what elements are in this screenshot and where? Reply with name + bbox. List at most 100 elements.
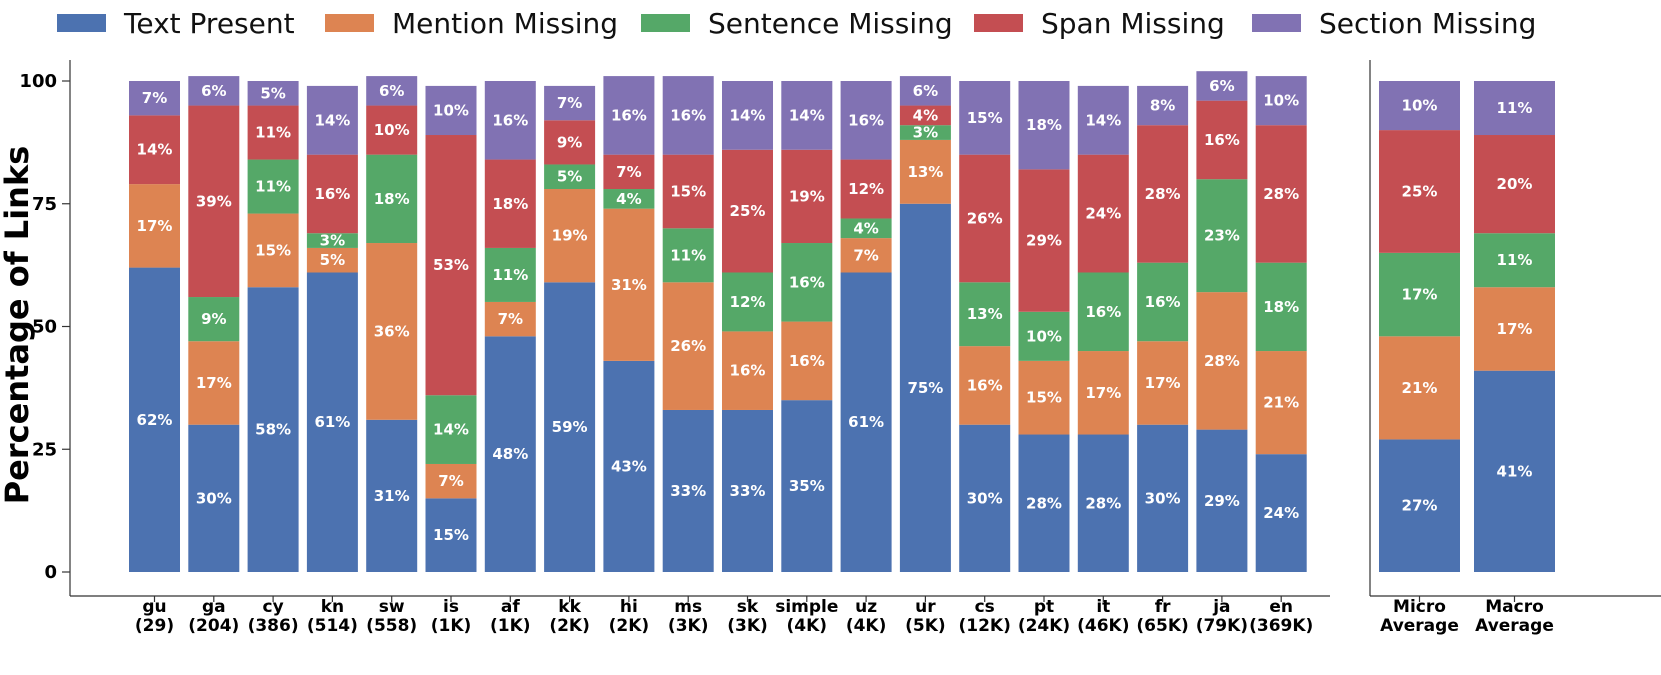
data-label: 21%	[1263, 394, 1299, 412]
x-tick-label: sw	[379, 597, 405, 617]
data-label: 17%	[1402, 286, 1438, 304]
data-label: 8%	[1150, 97, 1175, 115]
x-tick-label: ga	[202, 597, 226, 617]
bar-segment-section-missing	[484, 81, 536, 160]
bar-af: 48% 7% 11% 18% 16%	[484, 81, 536, 572]
bar-is: 15% 7% 14% 53% 10%	[425, 85, 477, 572]
bar-segment-text-present	[1255, 454, 1307, 572]
bar-segment-span-missing	[840, 159, 892, 219]
bar-segment-mention-missing	[899, 139, 951, 204]
x-tick-label: Macro	[1485, 597, 1544, 617]
bar-segment-text-present	[662, 409, 714, 572]
bar-segment-text-present	[425, 498, 477, 572]
data-label: 11%	[255, 124, 291, 142]
legend: Text Present Mention Missing Sentence Miss…	[57, 7, 1536, 40]
bar-segment-section-missing	[129, 81, 180, 116]
data-label: 48%	[492, 445, 528, 463]
x-tick-sublabel: Average	[1380, 616, 1459, 636]
x-tick-label: is	[443, 597, 459, 617]
data-label: 5%	[260, 84, 285, 102]
bar-cs: 30% 16% 13% 26% 15%	[959, 81, 1011, 572]
bar-cy: 58% 15% 11% 11% 5%	[247, 81, 299, 572]
y-tick-label: 25	[32, 439, 57, 460]
data-label: 28%	[1145, 185, 1181, 203]
bar-segment-section-missing	[840, 81, 892, 160]
data-label: 61%	[848, 413, 884, 431]
data-label: 17%	[1085, 384, 1121, 402]
bar-segment-section-missing	[188, 76, 240, 106]
bar-macro: 41% 17% 11% 20% 11%	[1474, 81, 1555, 572]
x-tick-label: cs	[975, 597, 995, 617]
bar-segment-text-present	[781, 400, 833, 572]
x-tick-sublabel: (4K)	[846, 616, 887, 636]
x-tick-sublabel: Average	[1475, 616, 1554, 636]
data-label: 3%	[913, 124, 938, 142]
data-label: 14%	[730, 106, 766, 124]
bar-ja: 29% 28% 23% 16% 6%	[1196, 71, 1248, 572]
bar-micro: 27% 21% 17% 25% 10%	[1379, 81, 1460, 572]
bar-segment-span-missing	[366, 105, 418, 155]
data-label: 10%	[1402, 97, 1438, 115]
data-label: 23%	[1204, 227, 1240, 245]
bar-segment-mention-missing	[1018, 360, 1070, 435]
data-label: 28%	[1204, 352, 1240, 370]
bar-segment-mention-missing	[603, 208, 655, 361]
data-label: 61%	[314, 413, 350, 431]
legend-swatch	[641, 14, 690, 32]
data-label: 9%	[201, 310, 226, 328]
bar-segment-span-missing	[425, 135, 477, 396]
data-label: 39%	[196, 192, 232, 210]
bar-segment-section-missing	[1077, 85, 1129, 155]
x-tick-sublabel: (558)	[366, 616, 417, 636]
data-label: 43%	[611, 457, 647, 475]
legend-swatch	[1252, 14, 1301, 32]
data-label: 30%	[967, 489, 1003, 507]
data-label: 6%	[201, 82, 226, 100]
bar-segment-span-missing	[899, 105, 951, 126]
bar-segment-span-missing	[1018, 169, 1070, 312]
bar-segment-span-missing	[484, 159, 536, 248]
bar-segment-sentence-missing	[899, 125, 951, 140]
bar-segment-mention-missing	[1137, 341, 1189, 425]
data-label: 12%	[730, 293, 766, 311]
bar-segment-sentence-missing	[1137, 262, 1189, 342]
bar-segment-text-present	[306, 272, 358, 572]
bar-segment-text-present	[959, 424, 1011, 572]
bar-segment-section-missing	[1196, 71, 1248, 101]
y-axis-label: Percentage of Links	[0, 146, 36, 505]
bar-ga: 30% 17% 9% 39% 6%	[188, 76, 240, 572]
data-label: 16%	[848, 111, 884, 129]
data-label: 16%	[611, 106, 647, 124]
bar-segment-span-missing	[662, 154, 714, 229]
bar-segment-section-missing	[603, 76, 655, 155]
bar-segment-span-missing	[1077, 154, 1129, 273]
bar-pt: 28% 15% 10% 29% 18%	[1018, 81, 1070, 572]
bar-segment-mention-missing	[129, 184, 180, 268]
bar-segment-sentence-missing	[781, 243, 833, 322]
bar-segment-mention-missing	[662, 282, 714, 410]
bar-segment-section-missing	[781, 81, 833, 150]
data-label: 24%	[1085, 205, 1121, 223]
data-label: 6%	[1209, 77, 1234, 95]
bar-segment-section-missing	[899, 76, 951, 106]
bar-segment-sentence-missing	[1379, 252, 1460, 337]
data-label: 28%	[1263, 185, 1299, 203]
bar-segment-text-present	[1077, 434, 1129, 572]
bar-segment-mention-missing	[959, 346, 1011, 425]
data-label: 4%	[853, 219, 878, 237]
data-label: 15%	[967, 109, 1003, 127]
x-tick-sublabel: (5K)	[905, 616, 946, 636]
data-label: 16%	[1145, 293, 1181, 311]
bar-segment-span-missing	[1196, 100, 1248, 180]
data-label: 15%	[433, 526, 469, 544]
data-label: 16%	[967, 376, 1003, 394]
data-label: 24%	[1263, 504, 1299, 522]
bar-segment-sentence-missing	[959, 282, 1011, 347]
data-label: 7%	[557, 94, 582, 112]
data-label: 33%	[670, 482, 706, 500]
x-tick-sublabel: (2K)	[549, 616, 590, 636]
bar-segment-mention-missing	[840, 238, 892, 273]
bar-segment-text-present	[129, 267, 180, 572]
data-label: 36%	[374, 322, 410, 340]
bar-segment-span-missing	[129, 115, 180, 185]
